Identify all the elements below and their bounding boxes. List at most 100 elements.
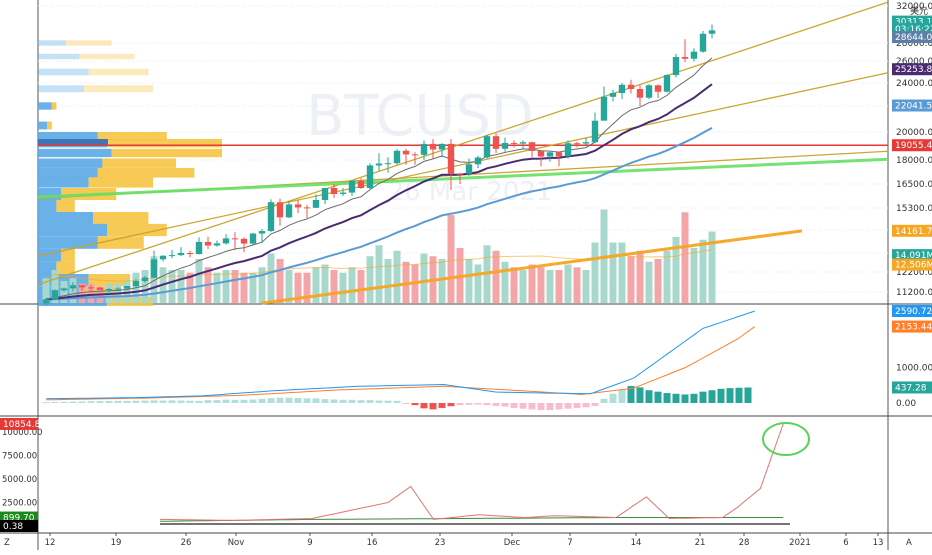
macd-histogram-bar [222, 399, 230, 403]
time-label-6: 23 [435, 538, 446, 548]
indicator-tick-3: 2500.00 [2, 499, 37, 509]
macd-histogram-bar [492, 403, 500, 406]
vp-blue-2 [38, 68, 89, 76]
candle-body [105, 289, 113, 290]
vp-gold-8 [111, 148, 222, 158]
price-tag-7-text: 14.091M [895, 251, 932, 261]
trendline-upper-channel [37, 1, 889, 286]
vp-blue-11 [38, 177, 89, 188]
candle-body [519, 142, 527, 144]
candle-body [411, 154, 419, 156]
volume-bar [258, 267, 266, 303]
trendlines [37, 1, 889, 305]
macd-histogram-bar [123, 400, 131, 403]
price-tag-4-text: 22041.55 [895, 102, 932, 112]
macd-histogram-bar [618, 389, 626, 403]
volume-bar [393, 250, 401, 303]
price-tag-4: 22041.55 [892, 99, 932, 112]
macd-histogram-bar [402, 403, 410, 404]
volume-bar [330, 270, 338, 303]
price-tick-2: 26000.00 [896, 57, 932, 67]
macd-histogram-bar [168, 400, 176, 403]
macd-histogram-bar [177, 400, 185, 403]
candle-body [375, 163, 383, 166]
macd-tag-0-text: 2590.72 [895, 307, 932, 317]
macd-tag-1: 2153.44 [892, 320, 932, 333]
volume-bar [141, 270, 149, 303]
vp-blue-1 [38, 53, 80, 60]
macd-signal-line [46, 326, 755, 401]
candle-body [249, 233, 257, 244]
price-tag-5-text: 19055.41 [895, 141, 932, 151]
price-tag-8: 12.506M [892, 258, 932, 271]
candle-body [150, 259, 158, 278]
time-label-14: 13 [873, 538, 884, 548]
ema-fast-line [45, 57, 713, 300]
price-tick-12: 11200.00 [896, 288, 932, 298]
macd-histogram-bar [555, 403, 563, 410]
price-tag-5: 19055.41 [892, 139, 932, 152]
price-tag-6-bg [892, 224, 932, 237]
macd-histogram-bar [735, 387, 743, 403]
candle-body [708, 30, 716, 34]
volume-bar [276, 259, 284, 303]
volume-bar [645, 261, 653, 303]
macd-histogram-bar [294, 398, 302, 403]
price-tick-5: 20000.00 [896, 128, 932, 138]
time-label-3: Nov [228, 538, 245, 548]
indicator-tag-2-bg [0, 519, 38, 532]
volume-bar [195, 259, 203, 303]
volume-bar [573, 267, 581, 303]
price-tick-1: 28000.00 [896, 39, 932, 49]
volume-bar [654, 259, 662, 303]
volume-bar [582, 270, 590, 303]
macd-histogram-bar [609, 393, 617, 403]
macd-histogram-bar [564, 403, 572, 409]
candle-body [60, 288, 68, 291]
volume-bar [420, 253, 428, 303]
price-tag-2-bg [892, 31, 932, 44]
volume-bar [546, 270, 554, 303]
volume-bar [267, 253, 275, 303]
candle-body [42, 299, 50, 304]
candle-body [402, 150, 410, 155]
volume-bar [537, 267, 545, 303]
vp-blue-13 [38, 200, 57, 212]
volume-bar [438, 259, 446, 303]
macd-histogram-bar [204, 400, 212, 403]
candle-body [330, 188, 338, 194]
vp-gold-4 [51, 102, 57, 110]
price-tick-3: 24000.00 [896, 79, 932, 89]
candle-body [285, 204, 293, 218]
candle-body [627, 84, 635, 89]
macd-histogram-bar [141, 400, 149, 403]
volume-bar [618, 242, 626, 303]
candle-body [141, 277, 149, 281]
macd-histogram-bar [591, 403, 599, 406]
candle-body [231, 238, 239, 240]
macd-histogram-bar [339, 399, 347, 403]
candle-body [474, 157, 482, 165]
macd-histogram-bar [285, 397, 293, 403]
candle-body [465, 164, 473, 174]
indicator-panel [159, 422, 810, 525]
volume-bar [240, 272, 248, 303]
vp-gold-0 [65, 40, 112, 46]
macd-tag-1-text: 2153.44 [895, 323, 932, 333]
macd-histogram-bar [96, 401, 104, 403]
price-tag-2-text: 28644.08 [895, 33, 932, 43]
candle-body [438, 143, 446, 150]
price-tag-2: 28644.08 [892, 31, 932, 44]
time-label-2: 26 [181, 538, 192, 548]
macd-histogram-bar [393, 400, 401, 403]
macd-histogram-bar [366, 400, 374, 403]
macd-line [46, 310, 755, 400]
candlesticks [42, 24, 716, 305]
macd-histogram-bar [384, 400, 392, 403]
vp-blue-15 [38, 223, 107, 237]
volume-bar [357, 270, 365, 303]
price-tag-8-text: 12.506M [895, 261, 932, 271]
candle-body [582, 142, 590, 144]
